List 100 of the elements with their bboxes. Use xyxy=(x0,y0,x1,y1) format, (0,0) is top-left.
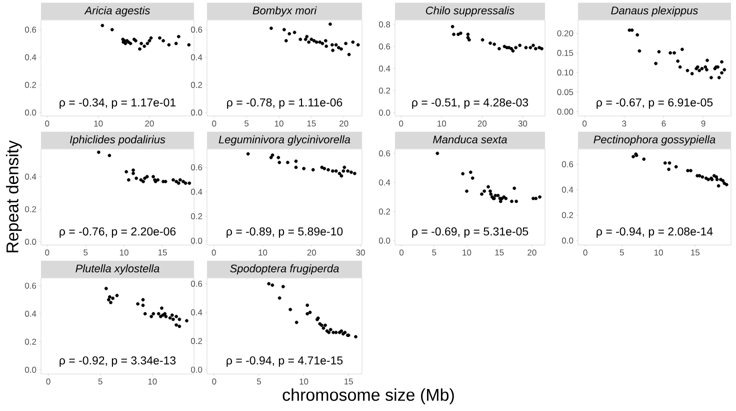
x-tick-label: 0 xyxy=(399,120,404,127)
y-tick-label: 0.6 xyxy=(190,164,202,170)
x-tick-label: 0 xyxy=(212,120,216,127)
chart-title: Plutella xylostella xyxy=(76,264,160,275)
x-tick-label: 15 xyxy=(307,120,316,126)
y-tick-label: 0.0 xyxy=(24,110,36,116)
annotation: ρ = -0.34, p = 1.17e-01 xyxy=(60,98,176,109)
annotation: ρ = -0.76, p = 2.20e-06 xyxy=(60,227,176,238)
x-tick-label: 5 xyxy=(244,120,249,126)
x-tick-label: 10 xyxy=(654,250,663,256)
x-tick-label: 5 xyxy=(620,250,624,256)
chart-title: Bombyx mori xyxy=(252,6,317,17)
y-tick-label: 0.0 xyxy=(190,238,202,244)
x-tick-label: 10 xyxy=(300,378,308,385)
y-tick-label: 0.4 xyxy=(190,54,202,60)
x-tick-label: 10 xyxy=(148,378,157,385)
chart-title: Leguminivora glycinivorella xyxy=(218,135,350,146)
x-tick-label: 3 xyxy=(622,120,626,127)
x-tick-label: 0 xyxy=(45,120,50,127)
x-tick-label: 0 xyxy=(212,250,216,256)
x-tick-label: 10 xyxy=(462,250,472,256)
y-tick-label: 0.6 xyxy=(190,280,202,287)
x-tick-label: 10 xyxy=(120,250,128,256)
y-tick-label: 0.6 xyxy=(378,150,390,156)
chart-title: Pectinophora gossypiella xyxy=(594,135,716,146)
x-tick-label: 0 xyxy=(45,250,50,256)
y-tick-label: 0.0 xyxy=(378,110,390,116)
y-tick-label: 0.6 xyxy=(24,282,36,289)
annotation: ρ = -0.51, p = 4.28e-03 xyxy=(412,98,528,109)
chart-title: Spodoptera frugiperda xyxy=(230,264,339,275)
y-axis-title: Repeat density xyxy=(6,140,22,252)
x-tick-label: 30 xyxy=(518,120,528,127)
y-tick-label: 0.4 xyxy=(24,310,36,317)
x-tick-label: 10 xyxy=(94,120,103,127)
y-tick-label: 0.2 xyxy=(190,338,202,344)
y-tick-label: 0.0 xyxy=(190,366,202,373)
x-tick-label: 20 xyxy=(307,250,316,256)
annotation: ρ = -0.78, p = 1.11e-06 xyxy=(227,98,342,109)
y-tick-label: 0.0 xyxy=(378,238,390,244)
y-tick-label: 0.0 xyxy=(24,238,36,245)
y-tick-label: 0.2 xyxy=(190,213,202,220)
x-tick-label: 15 xyxy=(495,250,504,256)
x-tick-label: 0 xyxy=(582,120,587,127)
y-tick-label: 0.2 xyxy=(378,88,390,94)
x-tick-label: 9 xyxy=(701,120,706,127)
annotation: ρ = -0.89, p = 5.89e-10 xyxy=(226,227,343,238)
y-tick-label: 0.05 xyxy=(557,89,574,96)
chart-title: Danaus plexippus xyxy=(611,6,698,17)
chart-title: Aricia agestis xyxy=(84,6,150,17)
y-tick-label: 0.4 xyxy=(190,188,202,195)
y-tick-label: 0.2 xyxy=(24,338,36,345)
y-tick-label: 0.8 xyxy=(378,21,390,28)
y-tick-label: 0.2 xyxy=(378,208,390,215)
y-tick-label: 0.2 xyxy=(24,206,36,212)
annotation: ρ = -0.94, p = 4.71e-15 xyxy=(226,356,343,367)
y-tick-label: 0.4 xyxy=(24,54,36,60)
x-tick-label: 15 xyxy=(691,250,700,256)
x-tick-label: 0 xyxy=(399,250,404,256)
x-tick-label: 0 xyxy=(212,378,216,385)
y-tick-label: 0.20 xyxy=(557,30,574,36)
x-tick-label: 15 xyxy=(158,250,167,256)
y-tick-label: 0.0 xyxy=(562,238,574,244)
x-tick-label: 20 xyxy=(145,120,154,127)
x-axis-title: chromosome size (Mb) xyxy=(282,388,454,404)
x-tick-label: 20 xyxy=(528,250,536,256)
y-tick-label: 0.4 xyxy=(24,174,36,180)
annotation: ρ = -0.94, p = 2.08e-14 xyxy=(596,227,713,238)
x-tick-label: 6 xyxy=(662,120,666,127)
x-tick-label: 5 xyxy=(432,250,436,256)
x-tick-label: 10 xyxy=(438,120,446,127)
annotation: ρ = -0.69, p = 5.31e-05 xyxy=(412,227,528,238)
x-tick-label: 20 xyxy=(478,120,487,127)
x-tick-label: 10 xyxy=(258,250,268,256)
x-tick-label: 20 xyxy=(340,120,348,127)
chart-title: Manduca sexta xyxy=(433,135,507,144)
y-tick-label: 0.4 xyxy=(562,186,574,193)
x-tick-label: 5 xyxy=(256,378,261,384)
y-tick-label: 0.10 xyxy=(557,70,574,76)
y-tick-label: 0.4 xyxy=(378,66,390,72)
y-tick-label: 0.6 xyxy=(378,43,390,50)
chart-title: Chilo suppressalis xyxy=(426,6,514,17)
x-tick-label: 0 xyxy=(46,378,50,385)
annotation: ρ = -0.92, p = 3.34e-13 xyxy=(60,356,176,367)
y-tick-label: 0.15 xyxy=(557,50,574,56)
y-tick-label: 0.00 xyxy=(557,108,574,115)
y-tick-label: 0.2 xyxy=(562,212,574,218)
x-tick-label: 0 xyxy=(583,250,588,256)
chart-title: Iphiclides podalirius xyxy=(70,135,166,146)
x-tick-label: 5 xyxy=(84,250,88,256)
annotation: ρ = -0.67, p = 6.91e-05 xyxy=(596,98,713,109)
y-tick-label: 0.0 xyxy=(24,366,36,373)
y-tick-label: 0.0 xyxy=(190,110,202,116)
x-tick-label: 30 xyxy=(356,250,365,256)
y-tick-label: 0.4 xyxy=(190,309,202,316)
y-tick-label: 0.6 xyxy=(24,26,36,33)
y-tick-label: 0.6 xyxy=(562,161,574,168)
x-tick-label: 10 xyxy=(274,120,284,127)
y-tick-label: 0.2 xyxy=(24,82,36,88)
x-tick-label: 15 xyxy=(344,378,353,384)
x-tick-label: 5 xyxy=(98,378,102,384)
